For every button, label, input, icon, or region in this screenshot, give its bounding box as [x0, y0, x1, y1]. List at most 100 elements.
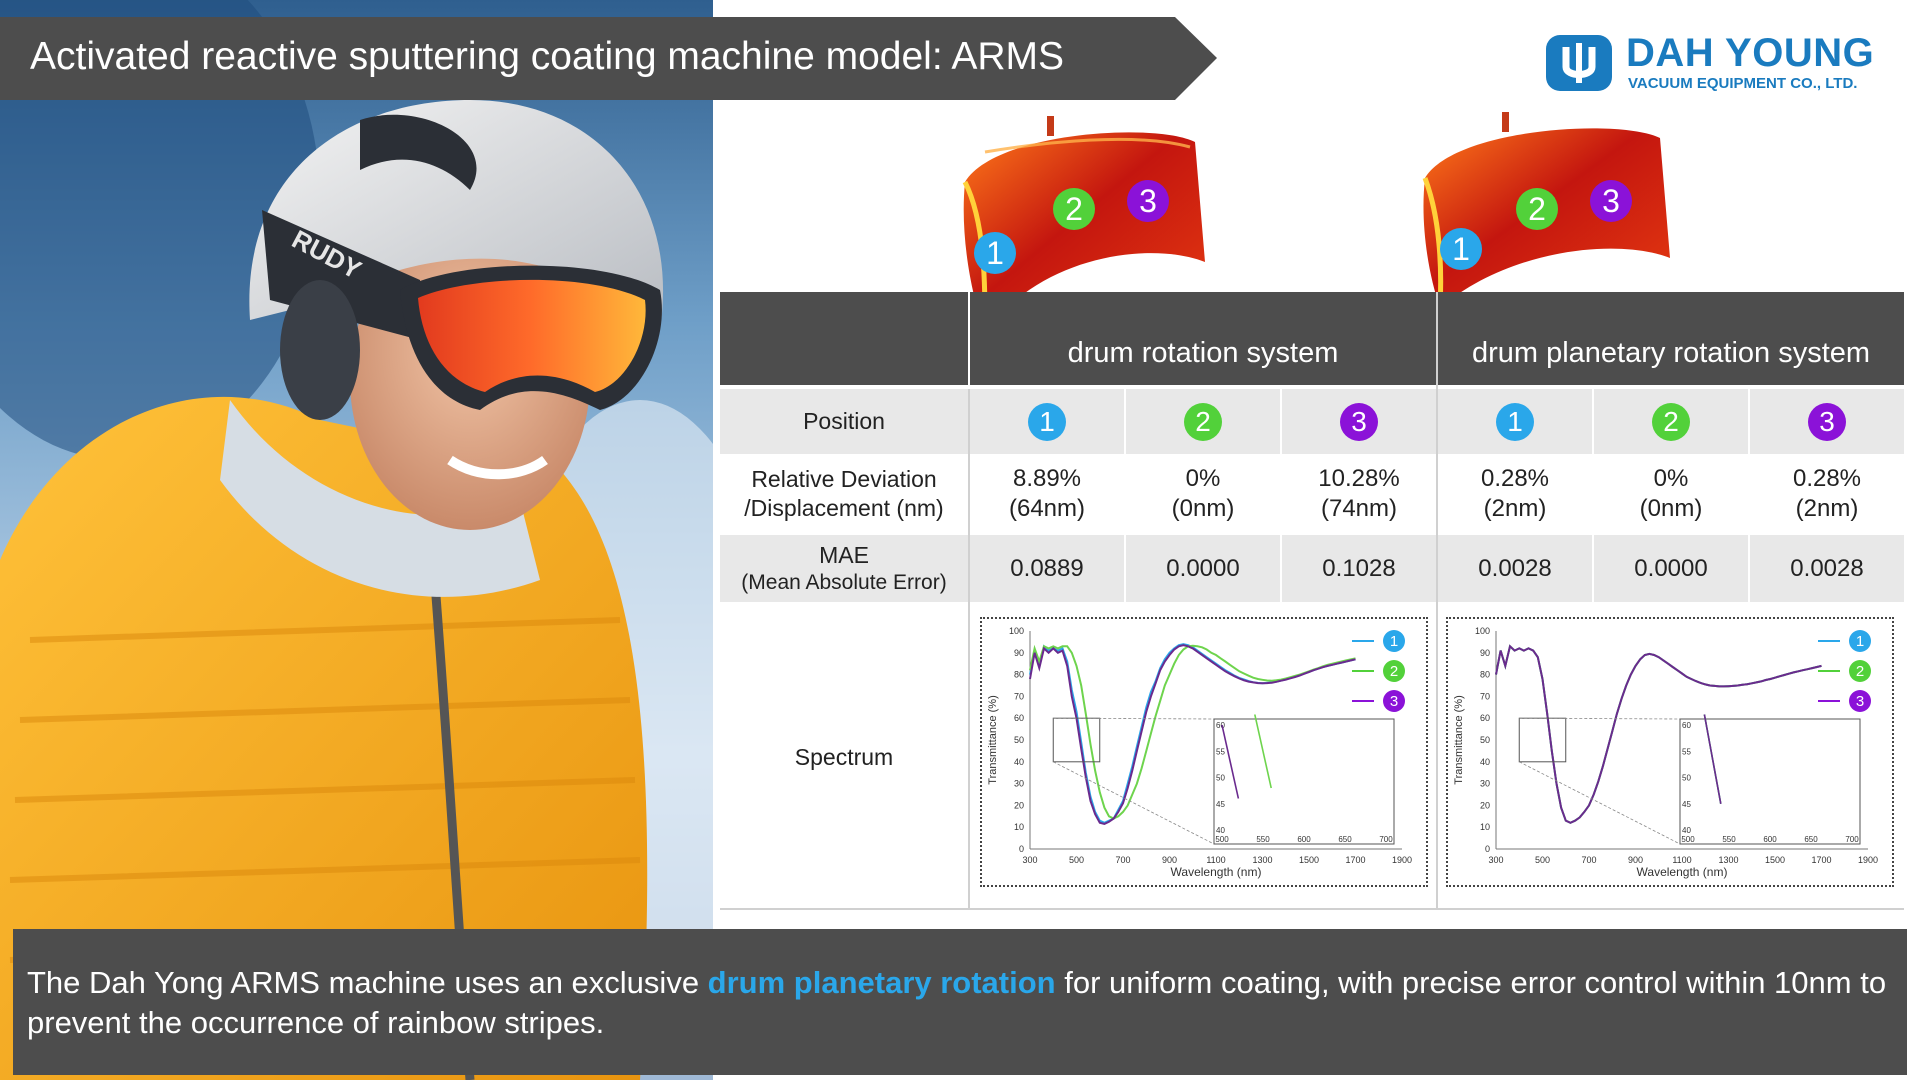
lens-position-2-badge: 2: [1516, 188, 1558, 230]
y-tick-label: 80: [1014, 670, 1024, 680]
y-tick-label: 10: [1014, 822, 1024, 832]
y-tick-label: 0: [1485, 844, 1490, 854]
legend-badge: [1383, 630, 1405, 652]
table-divider: [720, 908, 1904, 910]
inset-y-tick-label: 40: [1216, 826, 1225, 835]
position-2-badge: 2: [1652, 402, 1690, 441]
mae-cell: 0.0889: [970, 535, 1124, 602]
x-tick-label: 300: [1022, 855, 1037, 865]
label-spectrum: Spectrum: [720, 605, 968, 910]
spectrum-chart-planetary-rotation: 100 90 80 70 60 50 40 30 20 10 0 300 500 700 900 1100 13…: [1446, 617, 1894, 887]
mae-cell: 0.0000: [1594, 535, 1748, 602]
legend-badge: [1849, 690, 1871, 712]
logo-company-subtitle: VACUUM EQUIPMENT CO., LTD.: [1628, 75, 1858, 92]
position-cell: 2: [1594, 389, 1748, 454]
lens-drum-rotation: 1 2 3: [955, 112, 1225, 344]
zoom-region-box: [1518, 717, 1567, 763]
inset-series-line-3: [1221, 724, 1240, 799]
inset-x-tick-label: 550: [1722, 835, 1736, 844]
inset-series-line-3: [1703, 714, 1722, 804]
label-line: Relative Deviation: [751, 466, 937, 493]
deviation-cell: 0.28% (2nm): [1438, 456, 1592, 532]
position-cell: 3: [1750, 389, 1904, 454]
zoom-connector: [1053, 717, 1215, 720]
position-cell: 1: [970, 389, 1124, 454]
inset-x-tick-label: 650: [1804, 835, 1818, 844]
header-drum-planetary-rotation: drum planetary rotation system: [1438, 292, 1904, 385]
caption-highlight: drum planetary rotation: [707, 965, 1056, 1000]
x-tick-label: 1700: [1811, 855, 1831, 865]
mae-cell: 0.0000: [1126, 535, 1280, 602]
mae-cell: 0.0028: [1438, 535, 1592, 602]
deviation-nm: (74nm): [1320, 495, 1398, 522]
x-tick-label: 1500: [1765, 855, 1785, 865]
legend-label: 2: [1390, 663, 1398, 680]
skier-photo: RUDY: [0, 0, 713, 1080]
deviation-cell: 0.28% (2nm): [1750, 456, 1904, 532]
y-tick-label: 100: [1009, 626, 1024, 636]
inset-chart-frame: [1213, 718, 1395, 845]
position-1-badge: 1: [1028, 402, 1066, 441]
lens-position-1-badge: 1: [974, 232, 1016, 274]
deviation-nm: (0nm): [1171, 495, 1235, 522]
y-tick-label: 50: [1014, 735, 1024, 745]
lens-drum-planetary-rotation: 1 2 3: [1420, 108, 1690, 320]
position-2-badge: 2: [1184, 402, 1222, 441]
position-cell: 2: [1126, 389, 1280, 454]
x-tick-label: 1300: [1252, 855, 1272, 865]
lens-position-3-badge: 3: [1127, 180, 1169, 222]
position-cell: 3: [1282, 389, 1436, 454]
caption-text: The Dah Yong ARMS machine uses an exclus…: [27, 963, 1907, 1043]
position-3-badge: 3: [1808, 402, 1846, 441]
y-tick-label: 10: [1480, 822, 1490, 832]
y-axis-title: Transmittance (%): [1453, 695, 1465, 784]
caption-part: for uniform coating, with precise error …: [27, 965, 1887, 1040]
mae-cell: 0.1028: [1282, 535, 1436, 602]
y-axis-title: Transmittance (%): [987, 695, 999, 784]
legend-badge: [1383, 690, 1405, 712]
lens-position-3-badge: 3: [1590, 180, 1632, 222]
lens-position-1-badge: 1: [1440, 228, 1482, 270]
inset-y-tick-label: 45: [1216, 800, 1225, 809]
inset-y-tick-label: 60: [1216, 721, 1225, 730]
y-tick-label: 0: [1019, 844, 1024, 854]
y-tick-label: 30: [1480, 779, 1490, 789]
zoom-connector: [1053, 761, 1215, 845]
y-tick-label: 20: [1480, 800, 1490, 810]
x-tick-label: 1700: [1345, 855, 1365, 865]
skier-illustration: RUDY: [0, 0, 713, 1080]
inset-y-tick-label: 55: [1682, 747, 1691, 756]
y-tick-label: 40: [1014, 757, 1024, 767]
zoom-region-box: [1052, 717, 1101, 763]
x-axis-title: Wavelength (nm): [1171, 865, 1262, 879]
x-tick-label: 300: [1488, 855, 1503, 865]
x-tick-label: 1900: [1392, 855, 1412, 865]
x-tick-label: 1100: [1206, 855, 1225, 865]
label-position: Position: [720, 389, 968, 454]
legend-label: 2: [1856, 663, 1864, 680]
x-tick-label: 900: [1162, 855, 1177, 865]
y-tick-label: 90: [1480, 648, 1490, 658]
legend-badge: [1383, 660, 1405, 682]
logo-company-name: DAH YOUNG: [1626, 31, 1875, 75]
dah-young-logo-icon: [1546, 35, 1612, 91]
inset-y-tick-label: 40: [1682, 826, 1691, 835]
label-line: (Mean Absolute Error): [741, 570, 947, 594]
inset-chart-frame: [1679, 718, 1861, 845]
inset-x-tick-label: 500: [1215, 835, 1229, 844]
legend-badge: [1849, 630, 1871, 652]
legend-label: 1: [1390, 633, 1398, 650]
header-drum-rotation: drum rotation system: [970, 292, 1436, 385]
y-tick-label: 70: [1014, 691, 1024, 701]
deviation-cell: 0% (0nm): [1126, 456, 1280, 532]
table-header-corner: [720, 292, 968, 385]
mae-cell: 0.0028: [1750, 535, 1904, 602]
label-mae: MAE (Mean Absolute Error): [720, 535, 968, 602]
deviation-nm: (0nm): [1639, 495, 1703, 522]
company-logo: DAH YOUNG VACUUM EQUIPMENT CO., LTD.: [1544, 31, 1894, 97]
deviation-percent: 10.28%: [1318, 465, 1400, 492]
lens-position-2-badge: 2: [1053, 188, 1095, 230]
inset-y-tick-label: 45: [1682, 800, 1691, 809]
